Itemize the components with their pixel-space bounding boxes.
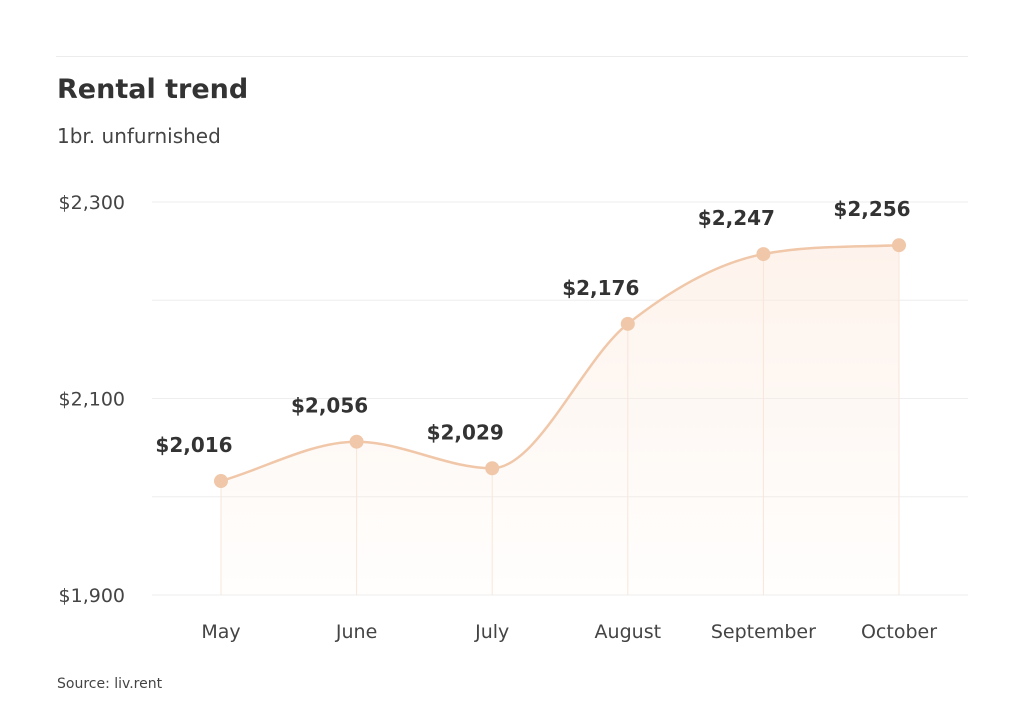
chart-subtitle: 1br. unfurnished (57, 124, 221, 148)
area-fill (221, 245, 899, 596)
data-label: $2,176 (562, 276, 639, 300)
y-tick-label: $2,100 (59, 389, 125, 411)
y-axis-ticks: $1,900 $2,100 $2,300 (59, 192, 125, 607)
data-point (485, 461, 500, 476)
data-point (892, 238, 906, 253)
area-shape (221, 245, 899, 596)
source-note: Source: liv.rent (57, 676, 163, 692)
data-point (349, 434, 364, 449)
x-tick-label: September (711, 621, 816, 643)
data-label: $2,056 (291, 394, 368, 418)
data-label: $2,256 (833, 197, 910, 221)
x-tick-label: May (201, 621, 240, 643)
chart-title: Rental trend (57, 74, 249, 105)
y-tick-label: $1,900 (59, 585, 125, 607)
x-tick-label: August (595, 621, 662, 643)
data-point (620, 316, 635, 331)
data-labels: $2,016 $2,056 $2,029 $2,176 $2,247 $2,256 (155, 197, 910, 457)
data-label: $2,016 (155, 433, 232, 457)
x-tick-label: July (474, 621, 509, 643)
data-point (214, 474, 228, 489)
data-label: $2,029 (427, 420, 504, 444)
drop-lines (220, 245, 900, 595)
data-label: $2,247 (698, 206, 775, 230)
y-tick-label: $2,300 (59, 192, 125, 214)
top-divider (56, 56, 968, 57)
data-point (756, 247, 771, 262)
x-tick-label: October (861, 621, 937, 643)
x-axis-ticks: May June July August September October (201, 621, 937, 643)
data-markers (214, 238, 906, 489)
x-tick-label: June (335, 621, 377, 643)
